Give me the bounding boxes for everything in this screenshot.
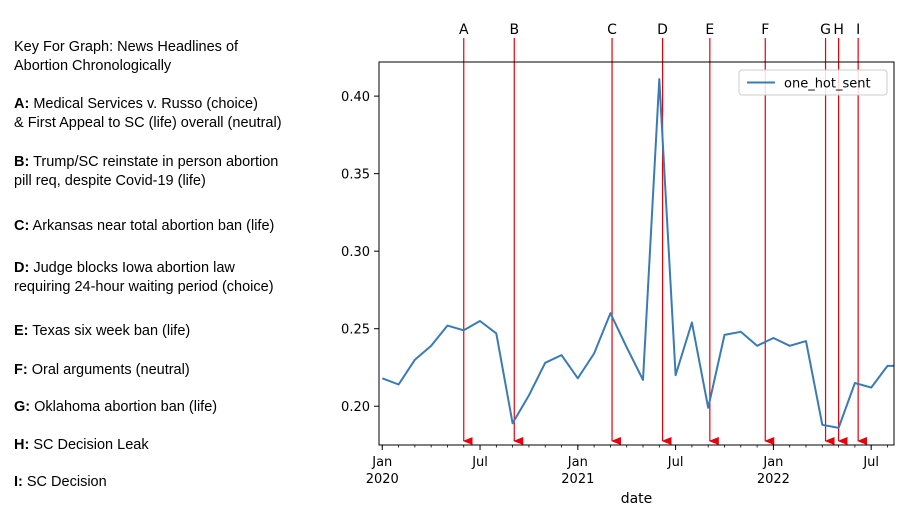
key-text: Oklahoma abortion ban (life)	[34, 399, 218, 415]
annotation-label-d: D	[657, 22, 668, 38]
x-tick-label: Jan	[567, 455, 588, 470]
annotation-label-h: H	[833, 22, 844, 38]
legend-box	[738, 69, 888, 96]
key-item-b: B: Trump/SC reinstate in person abortion…	[14, 153, 334, 191]
key-item-g: G: Oklahoma abortion ban (life)	[14, 398, 334, 417]
x-tick-year-label: 2020	[366, 472, 399, 487]
key-item-f: F: Oral arguments (neutral)	[14, 361, 334, 380]
key-letter: I:	[14, 474, 23, 490]
key-letter: A:	[14, 96, 30, 112]
x-axis-label: date	[621, 491, 653, 507]
key-letter: C:	[14, 218, 30, 234]
y-tick-label: 0.40	[341, 90, 370, 105]
key-item-h: H: SC Decision Leak	[14, 436, 334, 455]
x-tick-label: Jul	[667, 455, 684, 470]
key-title: Key For Graph: News Headlines of Abortio…	[14, 38, 334, 76]
x-tick-year-label: 2021	[561, 472, 594, 487]
series-layer	[381, 78, 894, 429]
annotation-label-f: F	[761, 22, 769, 38]
key-letter: B:	[14, 154, 30, 170]
key-text: Trump/SC reinstate in person abortion	[33, 154, 279, 170]
annotation-label-c: C	[607, 22, 617, 38]
key-text-line2: requiring 24-hour waiting period (choice…	[14, 279, 274, 295]
annotation-label-e: E	[705, 22, 714, 38]
y-tick-label: 0.35	[341, 168, 370, 183]
key-text: Arkansas near total abortion ban (life)	[32, 218, 275, 234]
series-line-0	[381, 78, 894, 429]
key-letter: E:	[14, 323, 29, 339]
key-letter: G:	[14, 399, 31, 415]
key-letter: H:	[14, 437, 30, 453]
key-letter: D:	[14, 260, 30, 276]
key-title-line2: Abortion Chronologically	[14, 58, 172, 74]
y-tick-label: 0.20	[341, 400, 370, 415]
key-title-line1: Key For Graph: News Headlines of	[14, 39, 239, 55]
axes-layer: 0.20 0.25 0.30 0.35 0.40 Jan 2020 Jul Jan 2021 Jul…	[341, 61, 895, 507]
key-text-line2: & First Appeal to SC (life) overall (neu…	[14, 115, 282, 131]
key-letter: F:	[14, 362, 28, 378]
annotation-label-b: B	[509, 22, 519, 38]
y-tick-label: 0.25	[341, 323, 370, 338]
key-text: SC Decision	[26, 474, 107, 490]
key-text: Judge blocks Iowa abortion law	[33, 260, 235, 276]
x-tick-label: Jan	[762, 455, 783, 470]
plot-frame	[378, 61, 895, 446]
key-item-e: E: Texas six week ban (life)	[14, 322, 334, 341]
key-item-d: D: Judge blocks Iowa abortion law requir…	[14, 259, 334, 297]
legend-label: one_hot_sent	[784, 77, 871, 92]
x-tick-year-label: 2022	[757, 472, 790, 487]
y-tick-label: 0.30	[341, 245, 370, 260]
x-tick-label: Jul	[862, 455, 879, 470]
x-tick-label: Jul	[471, 455, 488, 470]
legend: one_hot_sent	[738, 69, 888, 96]
annotation-label-a: A	[459, 22, 469, 38]
key-text: Medical Services v. Russo (choice)	[33, 96, 258, 112]
key-text: Oral arguments (neutral)	[31, 362, 190, 378]
key-item-c: C: Arkansas near total abortion ban (lif…	[14, 217, 334, 236]
annotation-label-g: G	[820, 22, 831, 38]
x-tick-label: Jan	[371, 455, 392, 470]
key-item-i: I: SC Decision	[14, 473, 334, 492]
annotation-label-i: I	[856, 22, 860, 38]
key-item-a: A: Medical Services v. Russo (choice) & …	[14, 95, 334, 133]
key-text: Texas six week ban (life)	[32, 323, 191, 339]
key-text: SC Decision Leak	[33, 437, 149, 453]
key-text-line2: pill req, despite Covid-19 (life)	[14, 173, 206, 189]
